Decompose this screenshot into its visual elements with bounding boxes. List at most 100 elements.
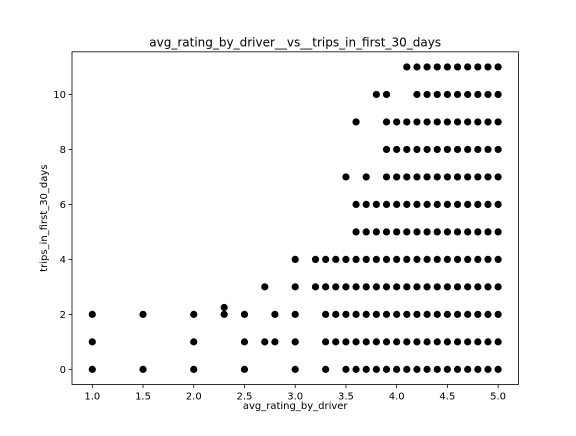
scatter-point (433, 63, 441, 71)
scatter-point (352, 255, 360, 263)
scatter-point (464, 145, 472, 154)
y-tick-label: 10 (53, 90, 66, 101)
scatter-point (453, 310, 462, 318)
y-tick-label: 6 (60, 200, 66, 211)
scatter-point (423, 118, 431, 126)
scatter-point (464, 310, 472, 318)
scatter-point (494, 228, 502, 236)
scatter-point (413, 173, 421, 181)
scatter-point (352, 200, 360, 209)
scatter-point (474, 228, 482, 236)
scatter-point (494, 173, 502, 181)
scatter-point (393, 338, 401, 346)
scatter-point (413, 145, 421, 154)
scatter-point (433, 283, 441, 291)
scatter-point (423, 63, 431, 71)
scatter-point (423, 255, 431, 263)
scatter-point (474, 90, 482, 99)
scatter-point (190, 338, 198, 346)
scatter-point (362, 338, 370, 346)
scatter-point (382, 118, 391, 126)
scatter-point (403, 338, 411, 346)
scatter-point (443, 255, 451, 263)
scatter-point (484, 118, 492, 126)
x-tick-label: 2.0 (186, 391, 202, 402)
scatter-point (352, 310, 360, 318)
y-tick-label: 8 (60, 145, 66, 156)
scatter-point (423, 283, 431, 291)
scatter-point (322, 310, 330, 318)
y-tick-label: 2 (60, 310, 66, 321)
scatter-point (443, 118, 451, 126)
scatter-point (261, 338, 269, 346)
scatter-point (494, 365, 502, 373)
scatter-point (484, 338, 492, 346)
scatter-point (423, 200, 431, 209)
chart-title: avg_rating_by_driver__vs__trips_in_first… (149, 36, 441, 50)
scatter-point (311, 255, 320, 263)
scatter-point (332, 283, 340, 291)
scatter-point (423, 365, 431, 373)
scatter-point (352, 118, 360, 126)
scatter-point (332, 255, 340, 263)
scatter-point (362, 365, 370, 373)
scatter-point (433, 145, 441, 154)
scatter-point (464, 365, 472, 373)
scatter-point (322, 255, 330, 263)
scatter-point (382, 90, 391, 99)
scatter-point (453, 145, 462, 154)
x-tick-label: 3.0 (287, 391, 303, 402)
scatter-point (139, 310, 147, 318)
scatter-point (291, 283, 299, 291)
scatter-point (494, 118, 502, 126)
scatter-point (443, 228, 451, 236)
scatter-point (413, 365, 421, 373)
scatter-point (433, 200, 441, 209)
scatter-point (474, 365, 482, 373)
scatter-point (332, 338, 340, 346)
scatter-point (382, 365, 391, 373)
scatter-point (372, 338, 380, 346)
scatter-point (494, 145, 502, 154)
plot-frame (71, 51, 519, 385)
scatter-point (413, 338, 421, 346)
y-tick-label: 0 (60, 365, 66, 376)
scatter-point (240, 365, 249, 373)
scatter-point (484, 200, 492, 209)
scatter-point (413, 200, 421, 209)
scatter-point (413, 255, 421, 263)
scatter-point (494, 283, 502, 291)
scatter-point (474, 118, 482, 126)
scatter-point (342, 283, 350, 291)
scatter-point (372, 255, 380, 263)
scatter-point (433, 118, 441, 126)
scatter-point (423, 145, 431, 154)
scatter-point (423, 338, 431, 346)
scatter-point (484, 310, 492, 318)
scatter-point (88, 365, 96, 373)
scatter-point (413, 90, 421, 99)
scatter-point (393, 255, 401, 263)
scatter-point (433, 255, 441, 263)
y-tick-label: 4 (60, 255, 66, 266)
scatter-point (453, 228, 462, 236)
scatter-point (240, 338, 249, 346)
y-axis-ticks: 0 2 4 6 8 10 (53, 90, 72, 376)
scatter-point (311, 283, 320, 291)
scatter-point (433, 365, 441, 373)
scatter-point (474, 338, 482, 346)
scatter-point (342, 310, 350, 318)
scatter-point (494, 310, 502, 318)
scatter-point (393, 365, 401, 373)
scatter-point (453, 338, 462, 346)
scatter-point (494, 63, 502, 71)
scatter-point (464, 338, 472, 346)
scatter-point (393, 228, 401, 236)
scatter-point (362, 255, 370, 263)
scatter-point (322, 365, 330, 373)
scatter-point (261, 283, 269, 291)
scatter-point (464, 200, 472, 209)
scatter-point (464, 63, 472, 71)
